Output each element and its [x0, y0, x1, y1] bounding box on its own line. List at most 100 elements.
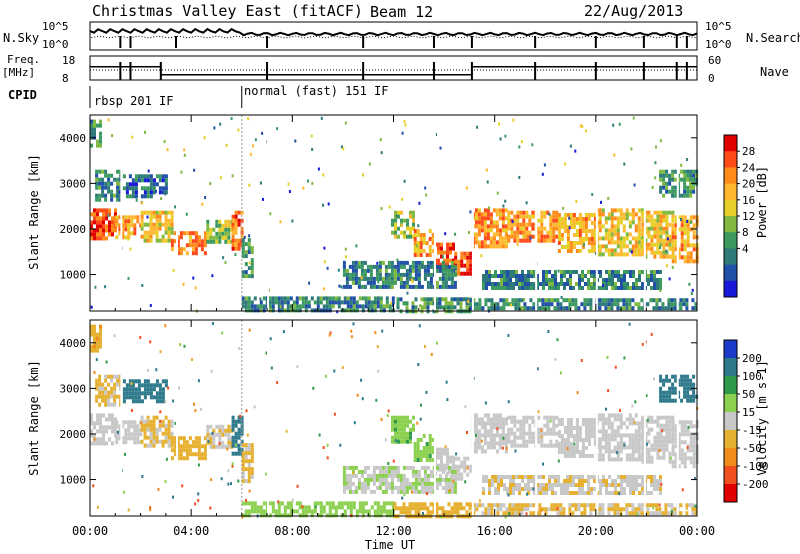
velocity-noise-point [658, 449, 661, 452]
power-cell-r0 [102, 232, 105, 237]
velocity-cell-r23 [426, 489, 430, 494]
velocity-cell-r22 [674, 460, 678, 465]
power-cell-r22 [674, 215, 678, 220]
velocity-cell-r4 [212, 436, 216, 441]
velocity-cell-r24 [635, 479, 638, 483]
velocity-cell-r23 [396, 477, 400, 482]
power-cell-r20 [616, 228, 620, 233]
power-noise-point [613, 153, 616, 157]
velocity-cell-r21 [641, 439, 645, 444]
power-cell-r4 [209, 239, 213, 244]
velocity-cell-r6 [250, 451, 254, 456]
power-cell-r1 [115, 219, 119, 224]
velocity-noise-point [209, 506, 212, 510]
power-cell-r24 [569, 274, 572, 278]
velocity-cell-r10 [355, 509, 359, 514]
velocity-cell-r19 [575, 434, 579, 438]
power-cell-r10 [244, 300, 248, 305]
power-cell-r24 [530, 286, 533, 290]
power-cell-r17 [495, 220, 499, 225]
power-cell-r21 [662, 226, 666, 231]
velocity-cell-r8 [99, 344, 102, 349]
velocity-cell-r18 [513, 443, 517, 448]
power-cell-r6 [241, 274, 245, 279]
power-cell-r20 [631, 212, 635, 217]
power-cell-r12 [694, 306, 698, 311]
velocity-cell-r19 [584, 426, 588, 430]
power-cell-r24 [533, 270, 536, 274]
power-cell-r5 [231, 234, 235, 239]
velocity-cell-r6 [247, 471, 251, 476]
power-cell-r2 [146, 238, 150, 243]
velocity-cell-r9 [134, 387, 138, 392]
power-cell-r3 [194, 239, 198, 244]
velocity-cell-r18 [525, 431, 529, 436]
power-cell-r21 [659, 230, 663, 235]
power-cell-r19 [578, 237, 582, 241]
velocity-cell-r23 [423, 473, 427, 478]
power-cell-r6 [247, 246, 251, 251]
velocity-cell-r17 [480, 425, 484, 430]
velocity-cell-r18 [555, 443, 559, 448]
power-cell-r23 [375, 268, 379, 273]
power-cell-r18 [519, 210, 523, 215]
power-cell-r4 [215, 231, 219, 236]
power-cell-r17 [477, 208, 481, 213]
power-cell-r9 [137, 174, 141, 179]
power-cell-r22 [692, 235, 696, 240]
power-cell-r21 [665, 250, 669, 255]
velocity-noise-point [241, 515, 244, 519]
velocity-cell-r3 [176, 440, 180, 445]
power-cell-r18 [513, 234, 517, 239]
power-cell-r0 [102, 220, 105, 225]
power-cell-r10 [319, 296, 323, 301]
power-cell-r3 [173, 239, 177, 244]
velocity-noise-point [532, 487, 535, 491]
velocity-cell-r23 [357, 481, 361, 486]
velocity-cell-r20 [607, 445, 611, 450]
power-cell-r9 [143, 174, 147, 179]
velocity-cell-r1 [118, 424, 122, 429]
velocity-cell-r23 [423, 477, 427, 482]
power-cell-r18 [522, 226, 526, 231]
velocity-cell-r20 [625, 453, 629, 458]
velocity-cell-r24 [611, 479, 614, 483]
power-cell-r10 [310, 296, 314, 301]
velocity-cell-r20 [601, 417, 605, 422]
velocity-cell-r1 [121, 424, 125, 429]
velocity-cell-r23 [387, 465, 391, 470]
power-cell-r18 [516, 222, 520, 227]
power-cell-r12 [679, 306, 683, 311]
power-cell-r23 [387, 284, 391, 289]
velocity-cell-r24 [656, 487, 659, 491]
power-cell-r17 [486, 208, 490, 213]
velocity-cell-r23 [453, 489, 457, 494]
velocity-cell-r10 [358, 509, 362, 514]
power-cell-r4 [218, 227, 222, 232]
velocity-cell-r13 [403, 415, 406, 420]
power-cell-r25 [680, 193, 684, 198]
velocity-cell-r24 [509, 491, 512, 495]
power-cell-r0 [99, 208, 102, 213]
power-cell-r12 [670, 302, 674, 307]
velocity-cell-r19 [575, 418, 579, 422]
power-cell-r9 [152, 182, 156, 187]
power-noise-point [410, 278, 413, 282]
power-cell-r23 [426, 264, 430, 269]
power-cell-r25 [692, 173, 696, 178]
power-cell-r20 [637, 208, 641, 213]
velocity-noise-point [464, 405, 467, 408]
power-cell-r12 [658, 306, 662, 311]
power-noise-point [323, 260, 326, 264]
velocity-cell-r20 [634, 433, 638, 438]
velocity-cell-r24 [656, 483, 659, 487]
velocity-cell-r25 [665, 398, 669, 403]
power-noise-point [680, 218, 682, 221]
velocity-cell-r6 [244, 459, 248, 464]
power-cell-r19 [593, 233, 597, 237]
velocity-cell-r23 [384, 465, 388, 470]
power-gap-5 [535, 115, 538, 311]
velocity-cell-r1 [124, 440, 128, 445]
velocity-cell-r3 [203, 452, 207, 457]
power-cell-r14 [419, 253, 423, 257]
